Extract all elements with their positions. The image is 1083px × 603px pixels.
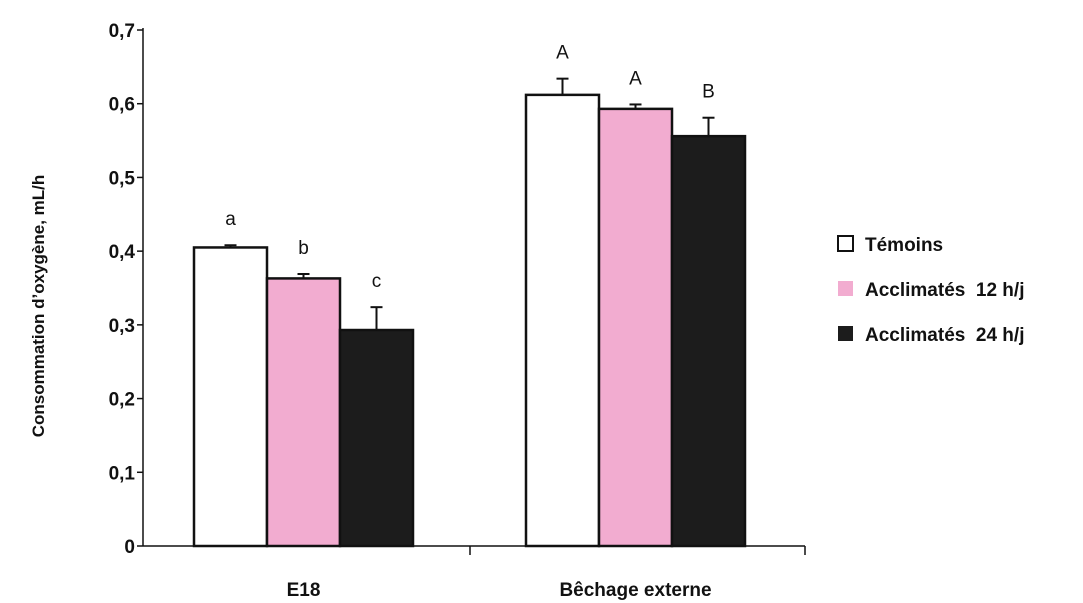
legend-label: Acclimatés 12 h/j — [865, 280, 1024, 301]
legend-label: Témoins — [865, 235, 943, 256]
legend-swatch — [837, 235, 854, 252]
x-category-label: E18 — [287, 580, 321, 601]
significance-label: b — [298, 238, 309, 259]
bars — [192, 77, 747, 548]
bar — [524, 93, 601, 548]
significance-label: a — [225, 209, 236, 230]
y-tick-label: 0,3 — [109, 316, 135, 337]
x-category-label: Bêchage externe — [559, 580, 711, 601]
significance-label: A — [629, 68, 642, 89]
bar — [338, 328, 415, 548]
bar — [597, 107, 674, 548]
y-tick-label: 0,6 — [109, 95, 135, 116]
y-tick-label: 0 — [124, 537, 135, 558]
significance-label: B — [702, 82, 715, 103]
significance-label: c — [372, 271, 382, 292]
labels: a Ab Ac B E18 Bêchage externe — [225, 43, 715, 601]
legend-swatch — [838, 326, 853, 341]
bar — [265, 277, 342, 548]
y-tick-label: 0,4 — [109, 242, 136, 263]
y-tick-label: 0,7 — [109, 21, 135, 42]
bar — [670, 134, 747, 548]
y-tick-label: 0,1 — [109, 463, 136, 484]
significance-label: A — [556, 43, 569, 64]
legend-label: Acclimatés 24 h/j — [865, 325, 1024, 346]
y-axis-label: Consommation d’oxygène, mL/h — [29, 175, 48, 438]
bar — [192, 246, 269, 548]
y-tick-label: 0,2 — [109, 390, 135, 411]
legend-swatch — [838, 281, 853, 296]
y-tick-label: 0,5 — [109, 168, 136, 189]
legend: Témoins Acclimatés 12 h/j Acclimatés 24 h/… — [837, 235, 1024, 346]
